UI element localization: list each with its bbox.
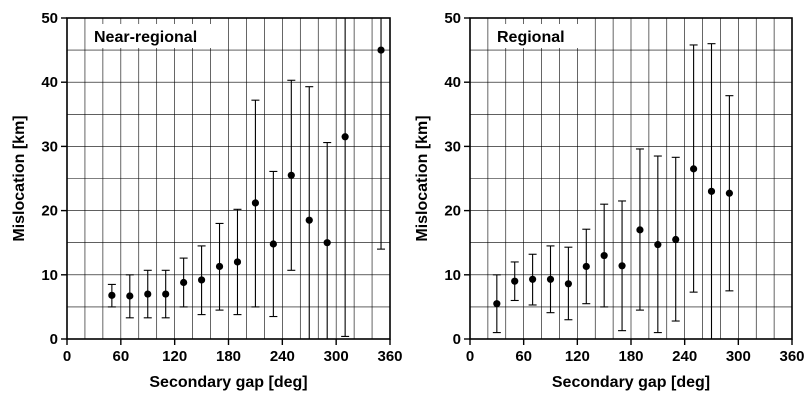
x-tick-label: 360: [779, 348, 804, 365]
data-point: [600, 251, 608, 260]
y-tick-label: 10: [41, 267, 58, 284]
y-tick-label: 20: [444, 203, 461, 220]
title-background: [492, 24, 584, 48]
y-tick-label: 50: [41, 10, 58, 27]
y-tick-label: 30: [444, 138, 461, 155]
data-point: [725, 189, 733, 197]
data-point: [323, 239, 331, 247]
data-point: [251, 199, 260, 207]
y-tick-label: 40: [444, 74, 461, 91]
data-point: [618, 262, 626, 270]
x-tick-label: 240: [270, 348, 295, 365]
x-tick-label: 0: [63, 348, 71, 365]
x-tick-label: 120: [565, 348, 590, 365]
panel-title: Regional: [497, 29, 565, 46]
data-point: [341, 133, 349, 141]
x-tick-label: 240: [672, 348, 697, 365]
data-point: [233, 258, 242, 266]
y-axis-label: Mislocation [km]: [11, 115, 28, 241]
data-point: [269, 240, 277, 248]
x-tick-label: 300: [324, 348, 349, 365]
data-point: [162, 290, 170, 298]
data-point: [707, 187, 716, 195]
data-point: [377, 46, 385, 54]
y-tick-label: 20: [41, 203, 58, 220]
error-bar: [341, 18, 350, 337]
x-tick-label: 0: [466, 348, 474, 365]
data-point: [690, 165, 698, 173]
y-tick-label: 10: [444, 267, 461, 284]
data-point: [546, 275, 555, 283]
data-point: [511, 277, 519, 285]
grid: [470, 18, 792, 339]
data-point: [305, 216, 313, 224]
y-tick-label: 0: [50, 331, 58, 348]
data-point: [180, 278, 188, 287]
y-tick-label: 40: [41, 74, 58, 91]
data-point: [529, 275, 537, 283]
data-point: [654, 241, 662, 249]
title-background: [89, 24, 225, 48]
data-point: [582, 262, 590, 271]
panel-title: Near-regional: [94, 29, 197, 46]
data-point: [197, 276, 206, 284]
x-tick-label: 120: [162, 348, 187, 365]
data-point: [564, 280, 572, 288]
x-tick-label: 180: [216, 348, 241, 365]
x-axis-label: Secondary gap [deg]: [149, 374, 307, 391]
error-bar: [305, 86, 314, 339]
data-point: [672, 235, 680, 244]
y-axis-label: Mislocation [km]: [414, 115, 431, 241]
x-tick-label: 60: [515, 348, 532, 365]
data-point: [636, 226, 644, 234]
x-tick-label: 180: [618, 348, 643, 365]
y-tick-label: 0: [453, 331, 461, 348]
error-bar: [377, 18, 386, 250]
x-tick-label: 300: [726, 348, 751, 365]
x-axis-label: Secondary gap [deg]: [552, 374, 710, 391]
data-point: [493, 300, 501, 308]
data-point: [126, 292, 134, 300]
data-point: [108, 291, 116, 299]
data-point: [287, 171, 295, 179]
panel-regional: 0 60 120 180 240 300 360 0 10 20 30 40 50 Secondary g…: [414, 10, 805, 391]
y-tick-label: 30: [41, 138, 58, 155]
x-tick-label: 360: [377, 348, 402, 365]
grid: [67, 18, 390, 339]
x-tick-label: 60: [112, 348, 129, 365]
y-tick-label: 50: [444, 10, 461, 27]
data-point: [215, 262, 224, 271]
data-point: [144, 290, 152, 298]
panel-near-regional: 0 60 120 180 240 300 360 0 10 20 30 40 50 Secondary g…: [11, 10, 403, 391]
